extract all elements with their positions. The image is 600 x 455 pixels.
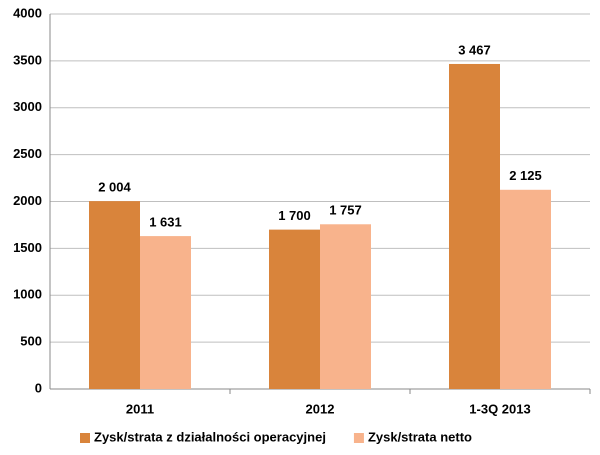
value-label: 3 467	[458, 42, 491, 57]
value-label: 1 631	[149, 215, 182, 230]
x-tick-label: 2011	[126, 401, 154, 416]
value-label: 2 125	[509, 168, 542, 183]
bar	[320, 224, 371, 389]
bar	[500, 189, 551, 389]
value-label: 1 757	[329, 203, 362, 218]
y-tick-label: 2000	[13, 193, 42, 208]
y-tick-label: 2500	[13, 146, 42, 161]
y-tick-label: 3000	[13, 99, 42, 114]
value-label: 2 004	[98, 180, 131, 195]
legend-swatch	[80, 433, 90, 443]
legend-swatch	[353, 433, 364, 443]
bar	[140, 236, 191, 389]
bar	[449, 63, 500, 389]
y-tick-label: 1500	[13, 240, 42, 255]
bar	[269, 229, 320, 389]
y-tick-label: 500	[20, 334, 42, 349]
y-tick-label: 1000	[13, 287, 42, 302]
value-label: 1 700	[278, 208, 311, 223]
y-tick-label: 0	[35, 380, 42, 395]
x-tick-label: 1-3Q 2013	[469, 401, 530, 416]
legend-label: Zysk/strata z działalności operacyjnej	[94, 429, 326, 444]
legend-label: Zysk/strata netto	[368, 429, 472, 444]
y-tick-label: 4000	[13, 5, 42, 20]
bar	[89, 201, 140, 389]
x-tick-label: 2012	[306, 401, 335, 416]
y-tick-label: 3500	[13, 52, 42, 67]
